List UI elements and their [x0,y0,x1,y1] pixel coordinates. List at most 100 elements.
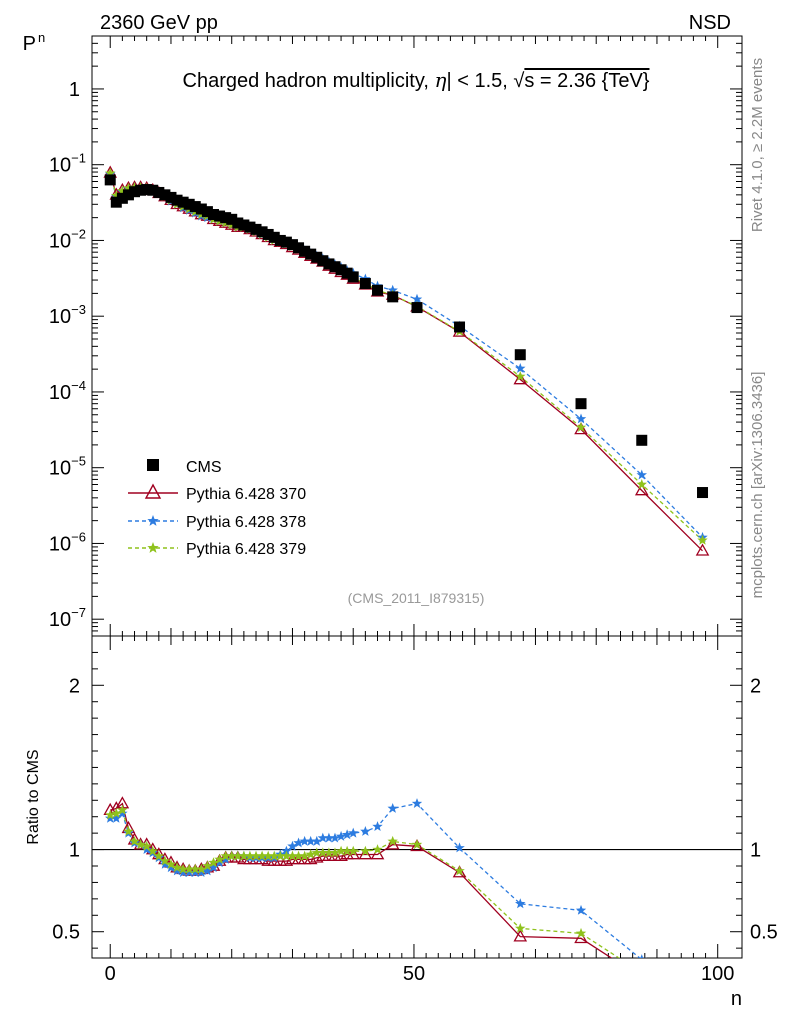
point-cms [177,196,189,208]
ratio-point-378 [348,827,359,838]
xlabel: n [731,988,742,1010]
point-cms [262,228,274,240]
ratio-point-379 [147,845,158,856]
ratio-axis-ticks [92,636,742,958]
ratio-point-379 [387,835,398,846]
main-y-tick-labels: 10−7 10−6 10−5 10−4 10−3 10−2 10−1 1 [49,79,86,631]
point-cms [335,264,347,276]
point-cms [232,217,244,229]
ratio-point-378 [575,904,587,915]
main-y-tick-label: 10−4 [49,378,86,404]
ratio-point-378 [165,862,177,873]
ratio-point-379 [190,863,201,874]
ratio-point-378 [335,830,347,841]
ratio-point-379 [196,863,207,874]
ratio-point-379 [135,839,146,850]
main-y-tick-label: 10−5 [49,454,86,480]
x-tick-label: 50 [403,963,425,985]
point-cms [514,349,526,361]
ratio-point-379 [238,850,250,861]
point-cms [256,226,268,238]
ratio-point-370 [452,865,467,878]
main-y-tick-label: 10−1 [49,151,86,177]
ratio-point-379 [129,835,140,846]
point-cms [299,245,311,257]
legend-label-370: Pythia 6.428 370 [186,486,306,503]
point-cms [183,198,195,210]
ratio-point-379 [329,847,341,858]
ratio-point-379 [117,804,128,815]
ratio-y-tick-label-right: 2 [750,675,761,697]
main-line-378 [109,174,703,538]
ratio-point-379 [165,858,177,869]
point-379 [123,182,134,193]
legend-label-cms: CMS [186,459,222,476]
ratio-point-378 [341,829,353,840]
point-cms [317,255,329,267]
ratio-point-379 [299,850,310,861]
ratio-y-tick-label-right: 0.5 [750,922,778,944]
point-378 [575,413,587,424]
point-cms [135,184,147,196]
point-cms [244,221,256,233]
ratio-point-379 [305,849,316,859]
point-cms [116,192,128,204]
point-370 [574,422,588,435]
ratio-point-379 [287,850,298,861]
main-y-tick-label: 10−2 [49,226,86,252]
ratio-point-378 [293,837,304,848]
ratio-point-379 [335,845,347,856]
ratio-point-378 [171,865,183,876]
ratio-point-379 [341,845,353,856]
point-cms [147,184,159,196]
ratio-panel: 0.5 0.5 1 1 2 2 0 50 100 Ratio to CMS n [25,635,778,1010]
ratio-point-370 [410,838,424,852]
point-cms [250,223,262,235]
legend: CMS Pythia 6.428 370 Pythia 6.428 378 Py… [128,459,306,558]
point-379 [111,190,122,201]
ratio-point-379 [177,863,189,874]
point-cms [220,212,232,224]
ratio-point-379 [208,857,219,868]
point-cms [238,219,250,231]
ratio-point-370 [636,972,647,982]
point-cms [293,242,305,254]
ratio-line-370 [110,802,613,958]
point-cms [372,284,384,296]
point-cms [286,239,298,251]
ratio-point-379 [226,850,237,861]
point-cms [323,258,335,270]
ratio-point-379 [214,853,225,864]
ratio-point-379 [311,847,322,858]
ratio-y-tick-label-left: 2 [69,675,80,697]
ratio-point-378 [111,812,122,823]
ratio-point-379 [275,850,286,861]
point-370 [634,483,649,496]
ratio-point-378 [299,835,310,846]
ratio-point-379 [141,840,152,851]
main-series-layer [103,165,710,556]
point-379 [636,479,647,489]
legend-label-378: Pythia 6.428 378 [186,514,306,531]
point-370 [513,372,528,385]
ratio-point-379 [250,850,262,861]
point-378 [411,293,423,304]
ratio-point-378 [387,803,398,813]
point-cms [207,209,219,221]
ratio-point-378 [196,867,207,877]
ratio-point-379 [317,847,329,858]
mcplots-label: mcplots.cern.ch [arXiv:1306.3436] [749,372,766,599]
ratio-point-378 [190,867,201,877]
point-cms [129,186,141,198]
ratio-point-378 [208,862,219,873]
ratio-tick-labels: 0.5 0.5 1 1 2 2 0 50 100 [52,675,778,985]
ratio-point-379 [262,850,274,861]
ratio-point-370 [255,852,269,865]
point-cms [411,302,423,314]
ratio-point-370 [212,853,227,866]
point-378 [636,469,647,480]
x-tick-label: 0 [105,963,116,985]
main-panel: 10−7 10−6 10−5 10−4 10−3 10−2 10−1 1 P n Charge… [23,30,743,637]
point-cms [636,434,648,446]
ratio-point-378 [202,865,213,876]
